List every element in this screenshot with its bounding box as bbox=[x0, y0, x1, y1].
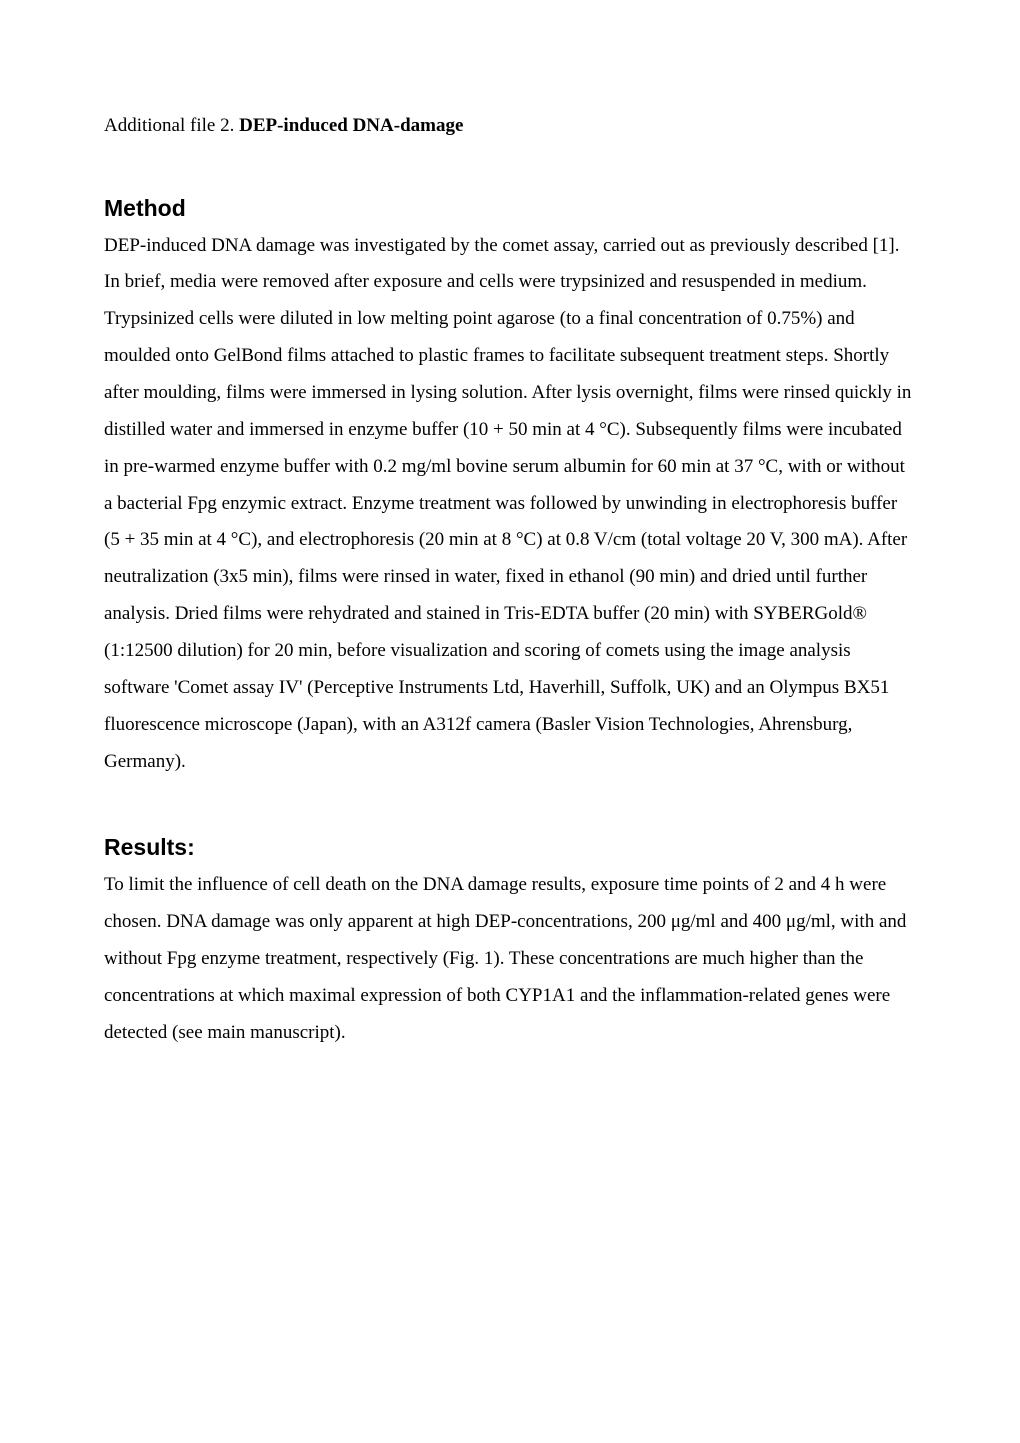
document-title: Additional file 2. DEP-induced DNA-damag… bbox=[104, 112, 916, 141]
method-heading: Method bbox=[104, 195, 916, 222]
results-paragraph: To limit the influence of cell death on … bbox=[104, 867, 916, 1051]
results-heading: Results: bbox=[104, 834, 916, 861]
method-paragraph: DEP-induced DNA damage was investigated … bbox=[104, 228, 916, 781]
title-prefix: Additional file 2. bbox=[104, 115, 239, 136]
title-subject: DEP-induced DNA-damage bbox=[239, 115, 463, 136]
